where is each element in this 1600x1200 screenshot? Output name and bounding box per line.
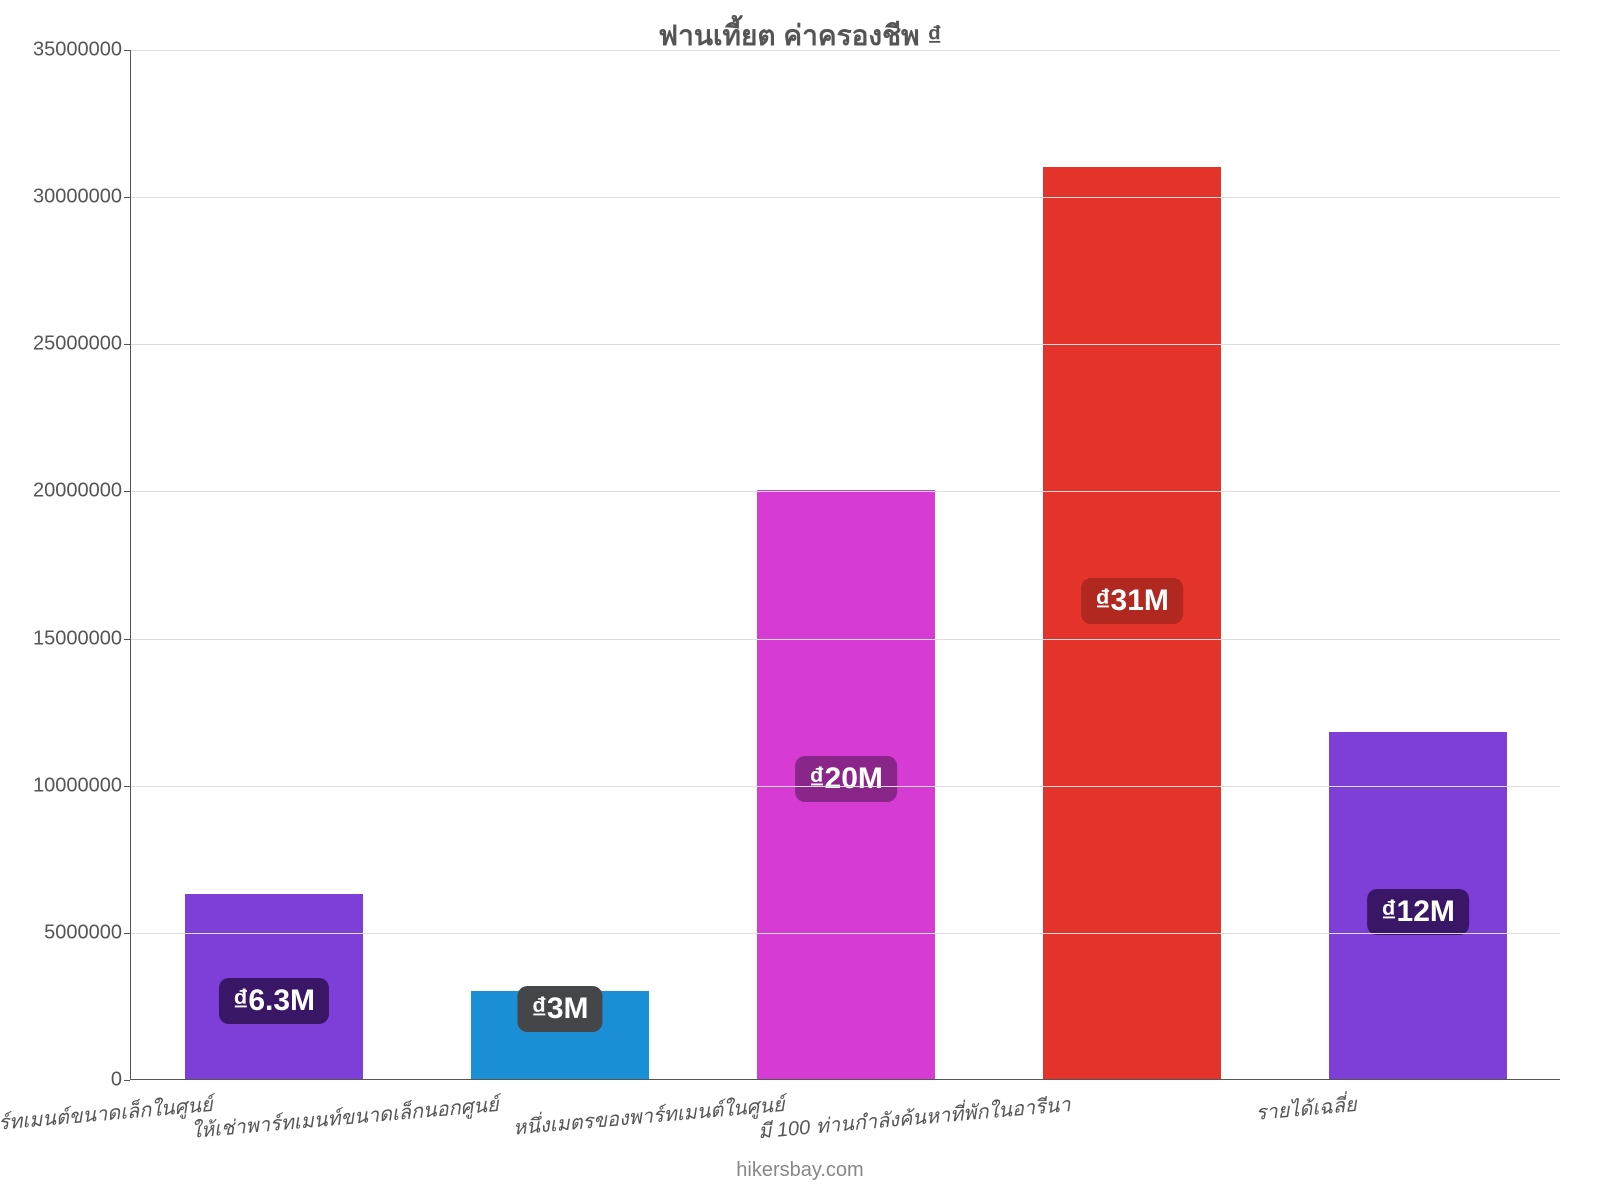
bar-value-label: ₫3M <box>517 986 602 1032</box>
y-tick-mark <box>124 639 130 640</box>
source-attribution: hikersbay.com <box>0 1159 1600 1182</box>
bar-value-label: ₫6.3M <box>219 978 329 1024</box>
gridline <box>131 197 1560 198</box>
y-tick-mark <box>124 344 130 345</box>
plot-area: ₫6.3M ₫3M ₫20M ₫31M ₫12M <box>130 50 1560 1080</box>
gridline <box>131 933 1560 934</box>
gridline <box>131 491 1560 492</box>
gridline <box>131 50 1560 51</box>
y-tick-label: 5000000 <box>2 921 122 944</box>
y-tick-label: 30000000 <box>2 186 122 209</box>
gridline <box>131 344 1560 345</box>
y-tick-label: 15000000 <box>2 627 122 650</box>
y-tick-label: 20000000 <box>2 480 122 503</box>
y-tick-mark <box>124 1080 130 1081</box>
gridline <box>131 786 1560 787</box>
y-tick-label: 10000000 <box>2 774 122 797</box>
y-tick-label: 25000000 <box>2 333 122 356</box>
y-tick-mark <box>124 491 130 492</box>
y-tick-label: 35000000 <box>2 39 122 62</box>
gridline <box>131 639 1560 640</box>
y-tick-mark <box>124 197 130 198</box>
y-tick-mark <box>124 933 130 934</box>
bars-container: ₫6.3M ₫3M ₫20M ₫31M ₫12M <box>131 50 1560 1079</box>
y-tick-label: 0 <box>2 1069 122 1092</box>
y-tick-mark <box>124 786 130 787</box>
bar-value-label: ₫31M <box>1081 578 1183 624</box>
bar-value-label: ₫12M <box>1367 889 1469 935</box>
y-tick-mark <box>124 50 130 51</box>
cost-of-living-bar-chart: ฟานเที้ยต ค่าครองชีพ ₫ ₫6.3M₫3M₫20M₫31M₫… <box>0 0 1600 1200</box>
bar-value-label: ₫20M <box>795 756 897 802</box>
